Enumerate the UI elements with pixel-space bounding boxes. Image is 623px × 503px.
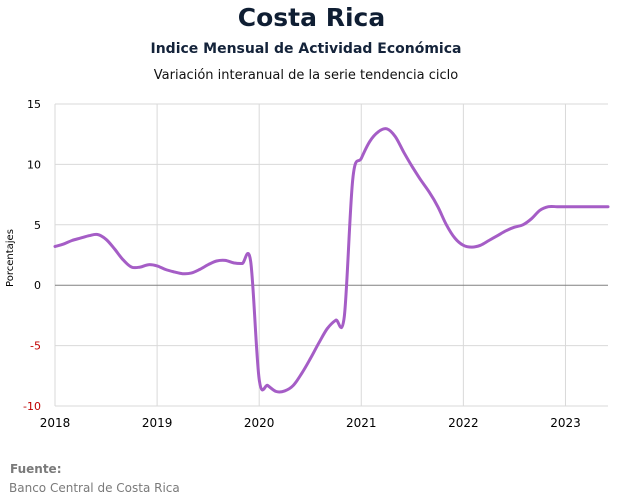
x-tick-label: 2023	[550, 416, 581, 430]
source-label: Fuente:	[10, 462, 62, 476]
x-tick-label: 2021	[346, 416, 377, 430]
y-tick-label: 10	[27, 158, 41, 171]
x-tick-label: 2020	[244, 416, 275, 430]
series-layer	[53, 127, 610, 394]
y-tick-label: 0	[34, 279, 41, 292]
y-tick-label: 5	[34, 219, 41, 232]
chart-subtitle: Indice Mensual de Actividad Económica	[150, 41, 462, 57]
grid-layer	[54, 103, 608, 407]
y-axis-label: Porcentajes	[5, 229, 16, 287]
y-tick-label: 15	[27, 98, 41, 111]
y-tick-label: -5	[30, 340, 41, 353]
x-tick-label: 2018	[40, 416, 71, 430]
y-tick-label: -10	[23, 400, 41, 413]
x-tick-label: 2019	[142, 416, 173, 430]
chart-title: Costa Rica	[237, 3, 386, 32]
chart-subtitle-secondary: Variación interanual de la serie tendenc…	[153, 68, 459, 83]
series-line	[53, 127, 610, 394]
x-tick-label: 2022	[448, 416, 479, 430]
tick-layer: 15 10 5 0 -5 -10 2018 2019 2020 2021 2022 2023	[23, 98, 581, 430]
source-text: Banco Central de Costa Rica	[9, 481, 180, 495]
